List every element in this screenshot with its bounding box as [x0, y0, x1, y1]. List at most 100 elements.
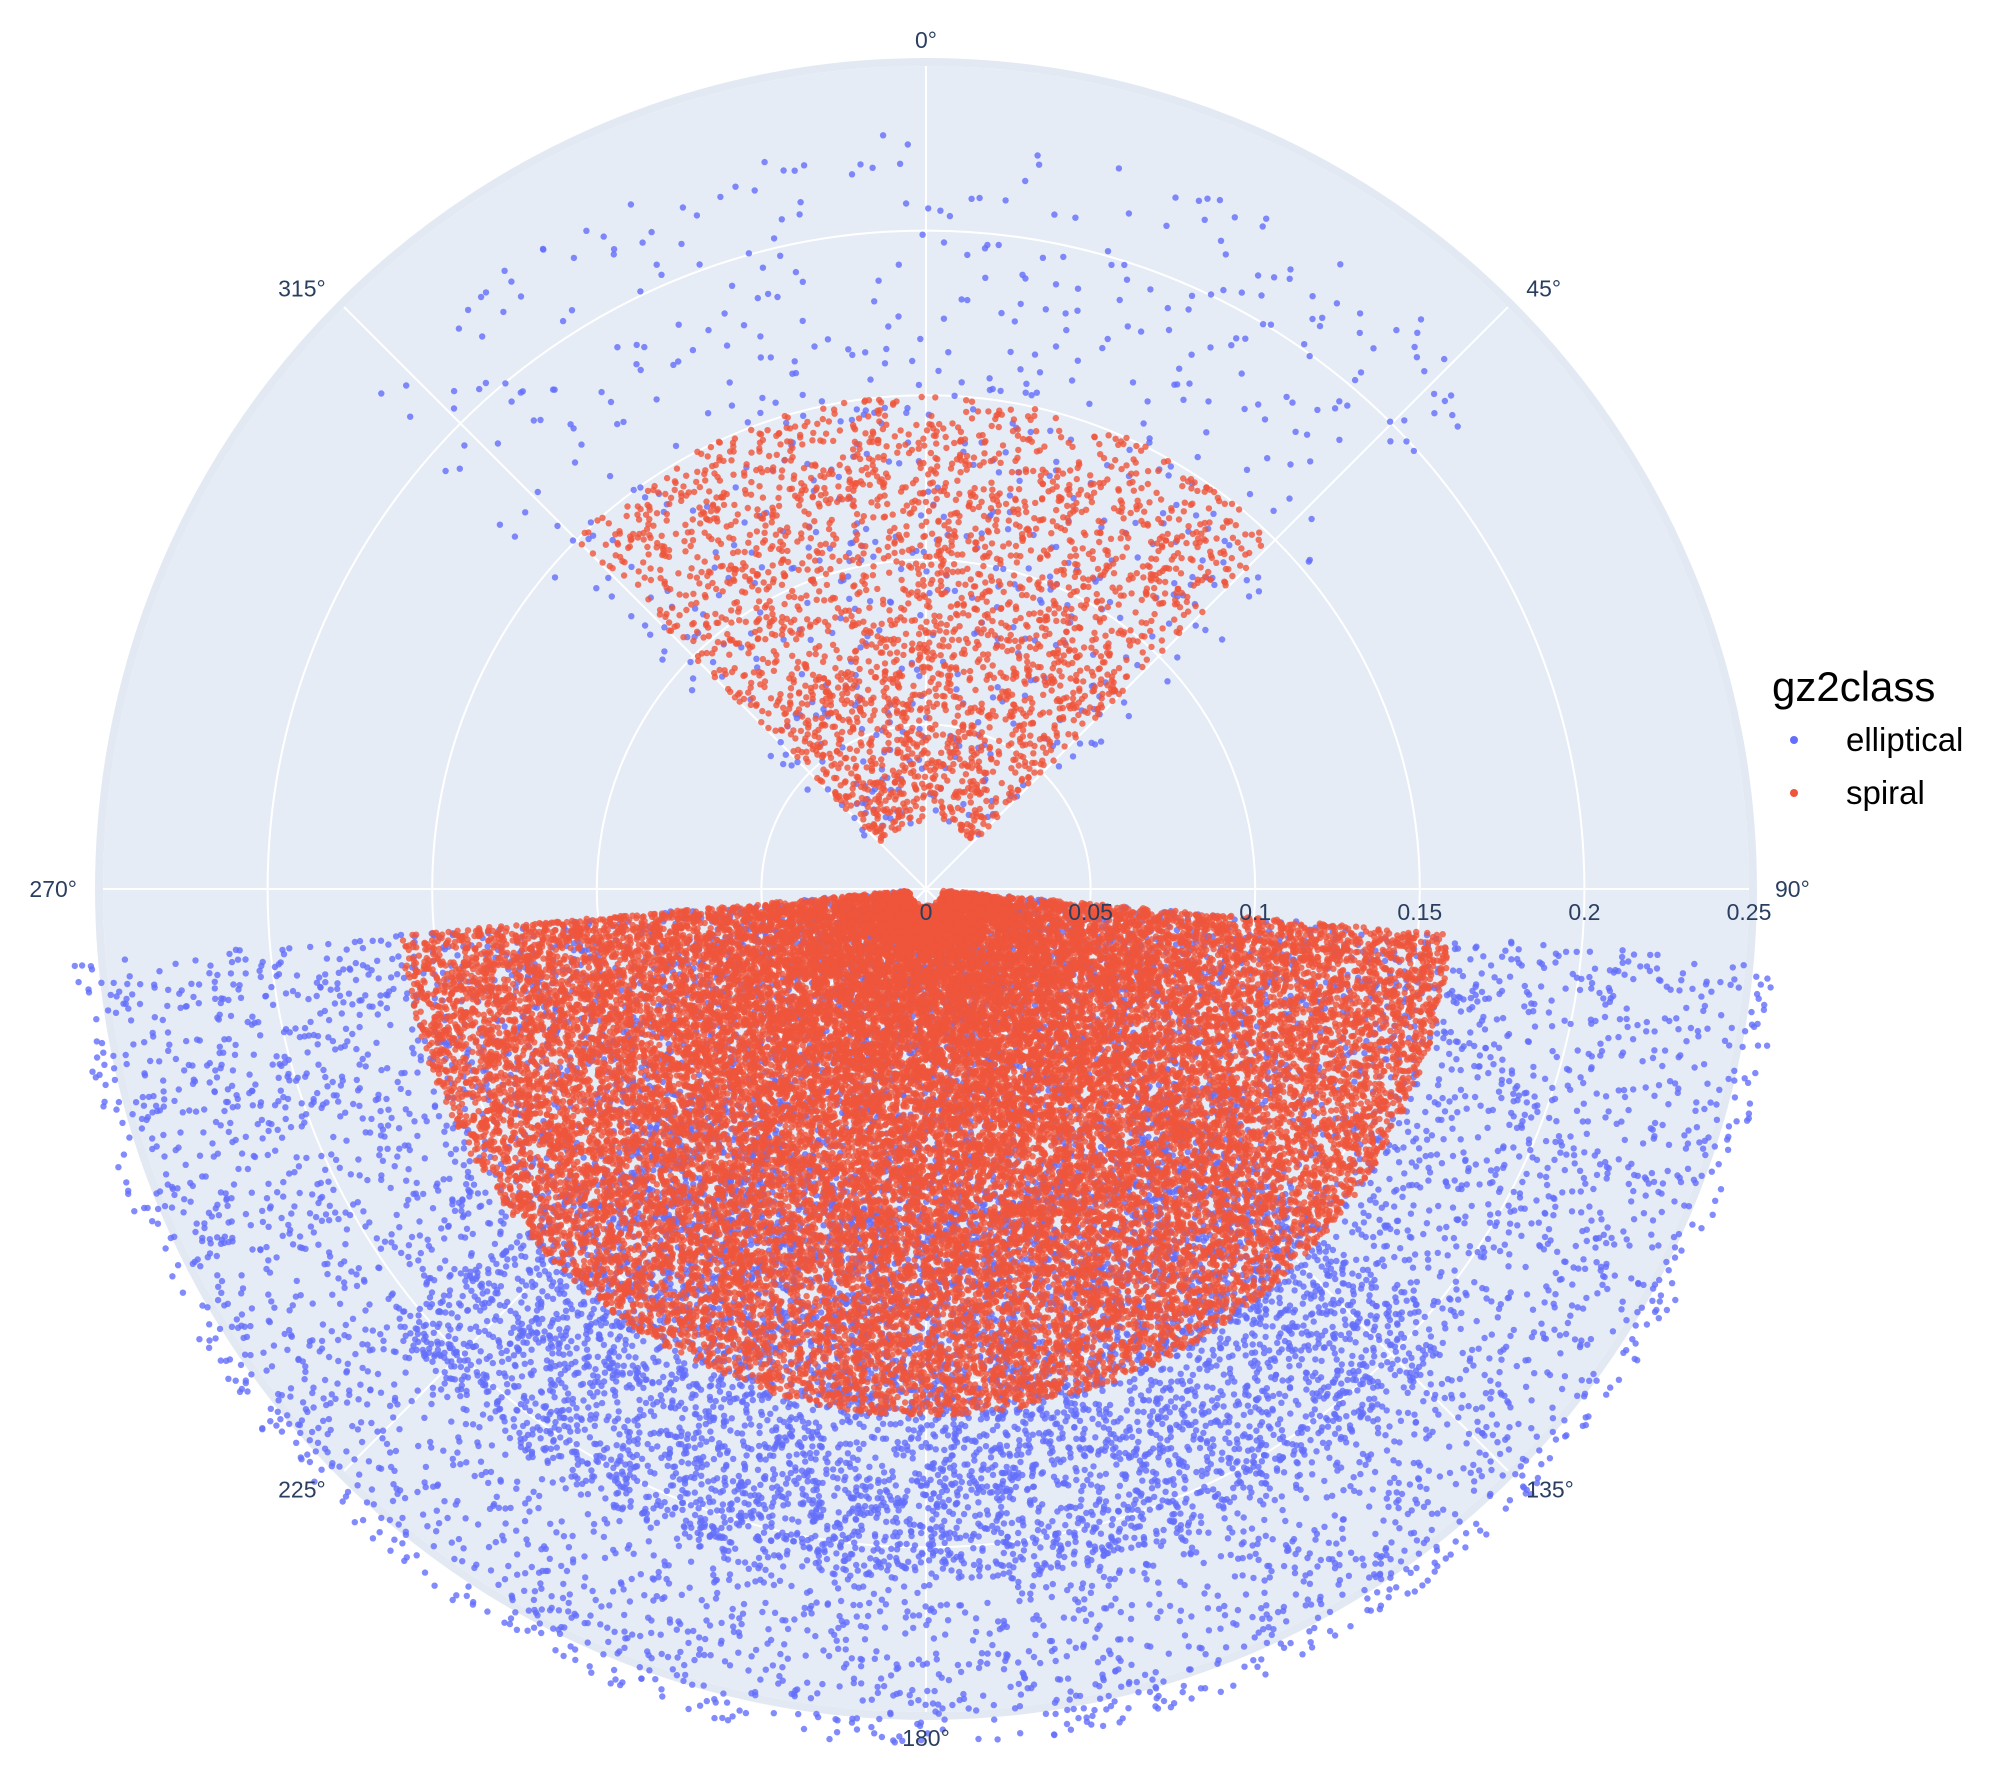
data-point — [745, 1501, 751, 1507]
data-point — [687, 1585, 693, 1591]
data-point — [1134, 1679, 1140, 1685]
data-point — [438, 1386, 444, 1392]
data-point — [1579, 1377, 1585, 1383]
data-point — [1118, 1684, 1124, 1690]
data-point — [917, 612, 923, 618]
data-point — [1387, 438, 1393, 444]
data-point — [489, 1442, 495, 1448]
data-point — [591, 1528, 597, 1534]
data-point — [1490, 1107, 1496, 1113]
data-point — [1366, 1503, 1372, 1509]
data-point — [733, 484, 739, 490]
data-point — [514, 1551, 520, 1557]
data-point — [1081, 1606, 1087, 1612]
data-point — [666, 1580, 672, 1586]
data-point — [160, 1132, 166, 1138]
data-point — [1439, 1160, 1445, 1166]
data-point — [648, 229, 654, 235]
data-point — [1352, 377, 1358, 383]
data-point — [1393, 327, 1399, 333]
data-point — [288, 1332, 294, 1338]
data-point — [375, 1371, 381, 1377]
data-point — [1718, 1012, 1724, 1018]
data-point — [1624, 1236, 1630, 1242]
data-point — [214, 1234, 220, 1240]
data-point — [1418, 316, 1424, 322]
data-point — [598, 389, 604, 395]
data-point — [1652, 1120, 1658, 1126]
data-point — [1287, 1640, 1293, 1646]
data-point — [305, 996, 311, 1002]
data-point — [1062, 310, 1068, 316]
data-point — [876, 627, 882, 633]
data-point — [903, 1541, 909, 1547]
data-point — [777, 253, 783, 259]
data-point — [1049, 1638, 1055, 1644]
data-point — [335, 1337, 341, 1343]
data-point — [1405, 1390, 1411, 1396]
data-point — [1643, 1084, 1649, 1090]
data-point — [1334, 300, 1340, 306]
data-point — [415, 1387, 421, 1393]
data-point — [343, 1138, 349, 1144]
data-point — [1204, 196, 1210, 202]
data-point — [611, 1425, 617, 1431]
data-point — [1362, 1462, 1368, 1468]
data-point — [1147, 286, 1153, 292]
data-point — [1187, 1550, 1193, 1556]
data-point — [1353, 1556, 1359, 1562]
data-point — [1188, 1695, 1194, 1701]
data-point — [505, 1563, 511, 1569]
data-point — [1065, 1675, 1071, 1681]
data-point — [1357, 330, 1363, 336]
data-point — [1388, 1570, 1394, 1576]
data-point — [1458, 1405, 1464, 1411]
data-point — [860, 1697, 866, 1703]
data-point — [1019, 1590, 1025, 1596]
data-point — [1381, 1263, 1387, 1269]
data-point — [792, 168, 798, 174]
data-point — [180, 1209, 186, 1215]
data-point — [896, 460, 902, 466]
data-point — [660, 1403, 666, 1409]
data-point — [113, 1106, 119, 1112]
data-point — [1386, 1594, 1392, 1600]
data-point — [759, 1609, 765, 1615]
data-point — [628, 201, 634, 207]
data-point — [975, 1499, 981, 1505]
data-point — [1581, 1175, 1587, 1181]
data-point — [407, 414, 413, 420]
data-point — [857, 1602, 863, 1608]
data-point — [1541, 965, 1547, 971]
data-point — [996, 242, 1002, 248]
data-point — [882, 360, 888, 366]
data-point — [910, 1612, 916, 1618]
data-point — [1456, 968, 1462, 974]
data-point — [849, 171, 855, 177]
data-point — [1453, 1481, 1459, 1487]
data-point — [1557, 1150, 1563, 1156]
data-point — [603, 1462, 609, 1468]
data-point — [1467, 956, 1473, 962]
data-point — [875, 278, 881, 284]
data-point — [888, 1672, 894, 1678]
data-point — [1460, 973, 1466, 979]
data-point — [849, 1655, 855, 1661]
data-point — [1610, 1328, 1616, 1334]
data-point — [867, 598, 873, 604]
data-point — [1496, 1369, 1502, 1375]
data-point — [1502, 948, 1508, 954]
data-point — [1498, 1357, 1504, 1363]
data-point — [360, 1115, 366, 1121]
data-point — [374, 1235, 380, 1241]
data-point — [105, 1007, 111, 1013]
data-point — [872, 1455, 878, 1461]
data-point — [771, 1710, 777, 1716]
data-point — [1507, 1497, 1513, 1503]
data-point — [780, 167, 786, 173]
data-point — [1353, 1441, 1359, 1447]
data-point — [1293, 1591, 1299, 1597]
data-point — [678, 241, 684, 247]
data-point — [243, 1134, 249, 1140]
data-point — [811, 343, 817, 349]
